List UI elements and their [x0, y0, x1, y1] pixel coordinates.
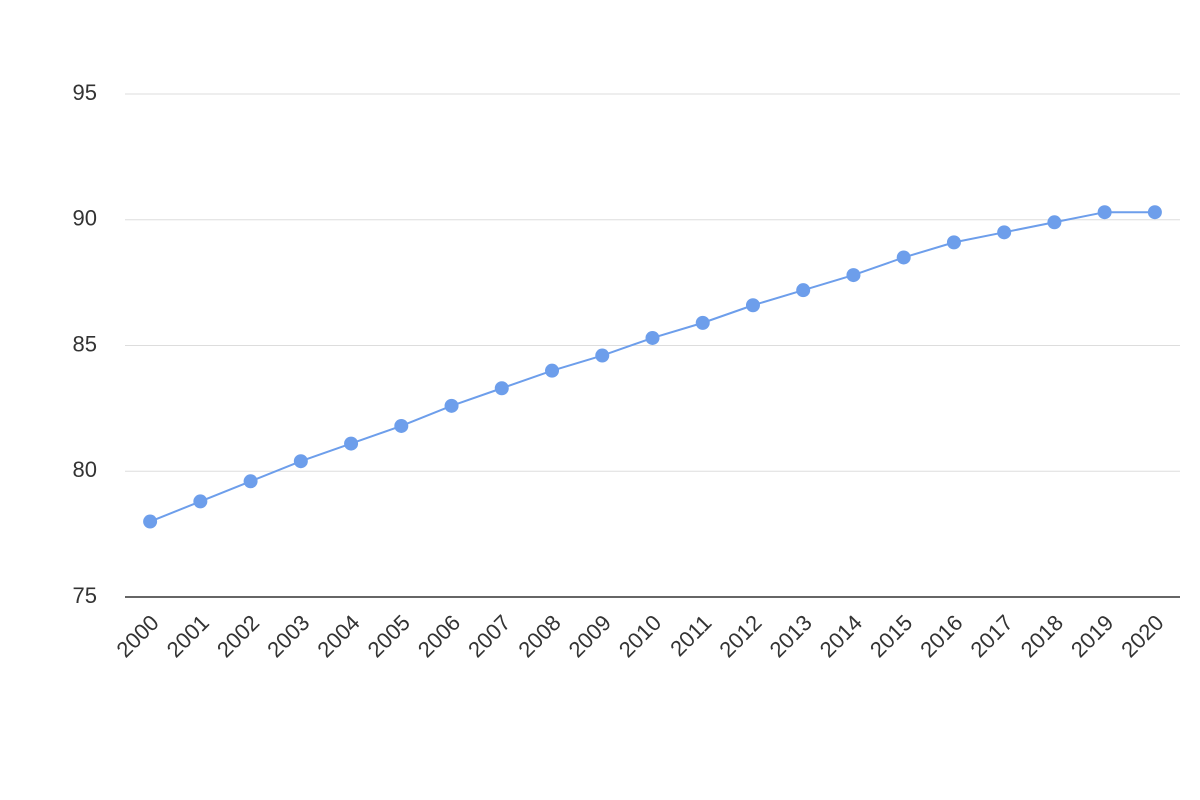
data-point — [745, 298, 760, 313]
x-tick-label: 2017 — [966, 610, 1018, 662]
x-tick-label: 2012 — [714, 610, 766, 662]
data-point — [444, 398, 459, 413]
data-point — [494, 381, 509, 396]
data-point — [394, 418, 409, 433]
data-point — [344, 436, 359, 451]
data-point — [997, 225, 1012, 240]
data-point — [695, 315, 710, 330]
x-tick-label: 2010 — [614, 610, 666, 662]
x-tick-label: 2018 — [1016, 610, 1068, 662]
data-point — [946, 235, 961, 250]
line — [149, 211, 1155, 523]
x-tick-label: 2009 — [564, 610, 616, 662]
data-point — [796, 283, 811, 298]
x-tick-label: 2011 — [665, 610, 716, 661]
x-tick-label: 2013 — [765, 610, 817, 662]
x-tick-label: 2003 — [262, 610, 314, 662]
data-point — [143, 514, 158, 529]
data-point — [293, 454, 308, 469]
x-tick-label: 2014 — [815, 610, 867, 662]
y-tick-label: 95 — [73, 80, 97, 105]
data-point — [595, 348, 610, 363]
data-point — [645, 330, 660, 345]
x-tick-label: 2006 — [413, 610, 465, 662]
x-tick-label: 2016 — [915, 610, 967, 662]
x-tick-label: 2020 — [1116, 610, 1168, 662]
y-tick-label: 75 — [73, 583, 97, 608]
x-tick-label: 2001 — [162, 610, 214, 662]
x-tick-label: 2005 — [363, 610, 415, 662]
x-tick-label: 2004 — [312, 610, 364, 662]
y-tick-label: 85 — [73, 331, 97, 356]
x-tick-label: 2015 — [865, 610, 917, 662]
data-point — [545, 363, 560, 378]
data-point — [1147, 205, 1162, 220]
data-point — [243, 474, 258, 489]
data-point — [846, 268, 861, 283]
data-point — [193, 494, 208, 509]
x-tick-label: 2007 — [463, 610, 515, 662]
x-tick-label: 2002 — [212, 610, 264, 662]
y-tick-label: 90 — [73, 206, 97, 231]
data-point — [896, 250, 911, 265]
y-tick-label: 80 — [73, 457, 97, 482]
x-tick-label: 2019 — [1066, 610, 1118, 662]
x-tick-label: 2008 — [513, 610, 565, 662]
data-point — [1047, 215, 1062, 230]
data-point — [1097, 205, 1112, 220]
x-tick-label: 2000 — [111, 610, 163, 662]
